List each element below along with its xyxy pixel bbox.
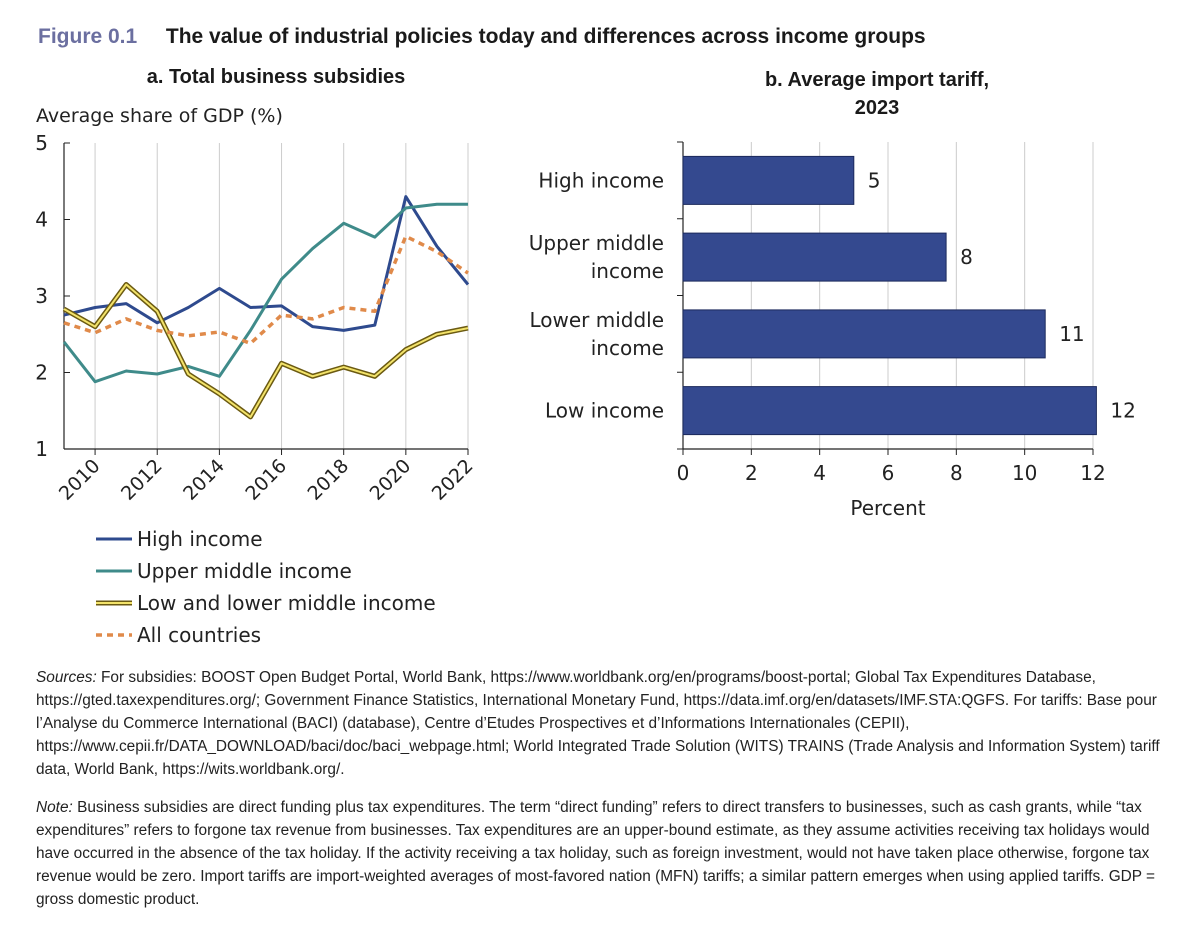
note-label: Note:: [36, 799, 73, 816]
category-label-low-income-0: Low income: [545, 399, 664, 423]
series-line-upper-middle-income: [62, 202, 468, 384]
bar-value-high-income: 5: [868, 168, 881, 192]
bar-low-income: [682, 386, 1097, 436]
y-tick-label-1: 1: [35, 437, 48, 461]
legend-label-low-and-lower-middle-income: Low and lower middle income: [137, 591, 436, 615]
note-text: Note: Business subsidies are direct fund…: [36, 796, 1162, 911]
note-body: Business subsidies are direct funding pl…: [36, 799, 1156, 908]
bar-high-income: [682, 155, 855, 205]
x-tick-label-8: 8: [950, 461, 963, 485]
panel-b-title-line-1: b. Average import tariff,: [764, 69, 990, 91]
x-tick-label-4: 4: [813, 461, 826, 485]
sources-text: Sources: For subsidies: BOOST Open Budge…: [36, 666, 1162, 781]
legend-label-high-income: High income: [137, 527, 263, 551]
panel-b-title: b. Average import tariff, 2023: [696, 66, 1058, 122]
category-label-upper-middle-income-1: income: [591, 259, 664, 283]
bar-chart-tariffs: 5 High income 8 Upper middle income 11 Lower m…: [529, 141, 1136, 520]
y-tick-label-3: 3: [35, 284, 48, 308]
x-tick-label-0: 0: [677, 461, 690, 485]
figure-title: The value of industrial policies today a…: [165, 25, 926, 48]
figure-header: Figure 0.1 The value of industrial polic…: [38, 24, 926, 49]
x-tick-label-10: 10: [1012, 461, 1037, 485]
x-tick-label-12: 12: [1080, 461, 1105, 485]
sources-body: For subsidies: BOOST Open Budget Portal,…: [36, 669, 1160, 778]
y-tick-label-4: 4: [35, 208, 48, 232]
x-tick-label-6: 6: [882, 461, 895, 485]
category-label-lower-middle-income-0: Lower middle: [529, 308, 664, 332]
bar-value-lower-middle-income: 11: [1059, 322, 1084, 346]
figure-label: Figure 0.1: [38, 25, 138, 48]
bar-value-low-income: 12: [1110, 399, 1135, 423]
legend-label-upper-middle-income: Upper middle income: [137, 559, 352, 583]
panel-a-title: a. Total business subsidies: [146, 66, 406, 88]
x-tick-label-2: 2: [745, 461, 758, 485]
bar-value-upper-middle-income: 8: [960, 245, 973, 269]
bar-lower-middle-income: [682, 309, 1046, 359]
series-line-low-and-lower-middle-income: [63, 283, 469, 418]
y-tick-label-2: 2: [35, 361, 48, 385]
sources-label: Sources:: [36, 669, 97, 686]
bar-upper-middle-income: [682, 232, 947, 282]
legend-label-all-countries: All countries: [137, 623, 261, 647]
series-line-all-countries: [63, 234, 469, 346]
category-label-high-income-0: High income: [538, 168, 664, 192]
category-label-upper-middle-income-0: Upper middle: [529, 231, 664, 255]
panel-b-title-line-2: 2023: [854, 97, 900, 119]
y-tick-label-5: 5: [35, 131, 48, 155]
category-label-lower-middle-income-1: income: [591, 336, 664, 360]
x-axis-label: Percent: [850, 496, 925, 520]
y-axis-label: Average share of GDP (%): [36, 105, 283, 127]
